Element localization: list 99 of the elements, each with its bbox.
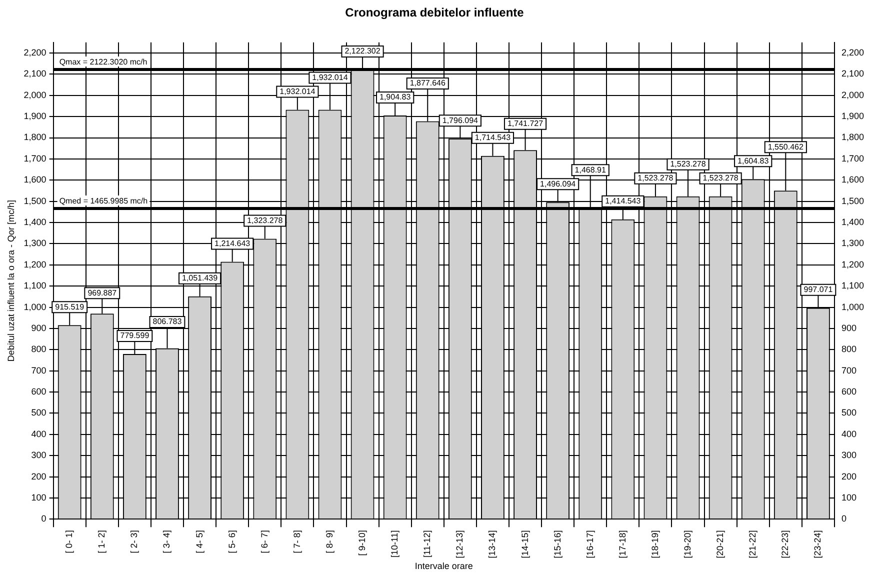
y-tick-label: 1,500 xyxy=(24,196,46,206)
y-tick-label: 1,700 xyxy=(24,153,46,164)
data-label: 915.519 xyxy=(55,302,85,312)
y2-tick-label: 1,300 xyxy=(841,238,864,248)
x-tick-label: [11-12] xyxy=(422,530,432,558)
x-tick-label: [12-13] xyxy=(454,530,465,558)
y-tick-label: 500 xyxy=(31,408,46,418)
y2-tick-label: 1,900 xyxy=(841,111,864,122)
y-tick-label: 1,000 xyxy=(24,302,46,312)
y-tick-label: 2,000 xyxy=(24,90,46,100)
data-label: 1,051.439 xyxy=(182,274,218,283)
y2-tick-label: 800 xyxy=(841,344,857,354)
y2-tick-label: 1,700 xyxy=(841,153,864,164)
data-label: 1,796.094 xyxy=(442,116,479,125)
x-tick-label: [23-24] xyxy=(812,530,823,558)
data-label: 1,523.278 xyxy=(702,174,739,183)
y-tick-label: 600 xyxy=(31,386,46,397)
y-axis-title: Debitul uzat influent la o ora - Qor [mc/h] xyxy=(6,200,16,362)
data-label: 1,741.727 xyxy=(507,119,544,128)
y-tick-label: 100 xyxy=(31,492,46,502)
data-label: 1,604.83 xyxy=(738,156,770,166)
y2-tick-label: 500 xyxy=(841,408,857,418)
y-tick-label: 300 xyxy=(31,450,46,460)
y2-tick-label: 2,100 xyxy=(841,68,864,79)
x-tick-label: [19-20] xyxy=(682,530,692,558)
y2-tick-label: 1,100 xyxy=(841,280,864,291)
data-label: 1,214.643 xyxy=(214,239,251,248)
y2-tick-label: 600 xyxy=(841,386,857,397)
x-tick-label: [10-11] xyxy=(390,530,400,558)
x-tick-label: [20-21] xyxy=(715,530,726,558)
x-tick-label: [ 7- 8] xyxy=(292,530,302,554)
y-tick-label: 700 xyxy=(31,365,46,376)
x-tick-label: [ 1- 2] xyxy=(96,530,107,554)
y2-tick-label: 2,200 xyxy=(841,47,864,58)
y2-tick-label: 200 xyxy=(841,471,857,482)
y2-tick-label: 400 xyxy=(841,428,857,439)
x-tick-label: [15-16] xyxy=(552,530,562,558)
y2-tick-label: 1,500 xyxy=(841,196,864,206)
y2-tick-label: 1,800 xyxy=(841,132,864,142)
data-label: 2,122.302 xyxy=(344,46,381,56)
y-tick-label: 1,600 xyxy=(24,174,46,185)
y2-tick-label: 2,000 xyxy=(841,90,864,100)
y2-tick-label: 900 xyxy=(841,322,857,333)
y2-tick-label: 1,000 xyxy=(841,302,864,312)
x-tick-label: [ 0- 1] xyxy=(64,530,74,554)
data-label: 969.887 xyxy=(88,288,118,298)
data-label: 1,523.278 xyxy=(638,174,674,183)
x-tick-label: [16-17] xyxy=(584,530,595,558)
y2-tick-label: 100 xyxy=(841,492,857,502)
data-label: 1,877.646 xyxy=(410,78,446,88)
y-tick-label: 1,200 xyxy=(24,259,46,270)
y-tick-label: 1,300 xyxy=(24,238,46,248)
data-label: 1,714.543 xyxy=(474,133,512,142)
x-tick-label: [ 6- 7] xyxy=(259,530,270,554)
data-label: 1,523.278 xyxy=(670,160,706,169)
y2-tick-label: 700 xyxy=(841,365,857,376)
y2-tick-label: 0 xyxy=(841,514,846,524)
data-label: 806.783 xyxy=(152,317,182,326)
data-label: 997.071 xyxy=(804,285,834,294)
data-label: 1,468.91 xyxy=(574,165,606,174)
y-tick-label: 1,100 xyxy=(24,280,46,291)
x-tick-label: [ 3- 4] xyxy=(162,530,172,554)
x-tick-label: [ 8- 9] xyxy=(324,530,334,554)
data-label: 1,323.278 xyxy=(247,216,284,225)
y-tick-label: 200 xyxy=(31,471,46,482)
y-tick-label: 1,800 xyxy=(24,132,46,142)
data-label: 1,932.014 xyxy=(312,72,348,82)
data-label: 1,496.094 xyxy=(540,179,576,188)
y-tick-label: 900 xyxy=(31,322,46,333)
chart-title: Cronograma debitelor influente xyxy=(345,6,524,20)
x-tick-label: [ 2- 3] xyxy=(129,530,140,554)
y-tick-label: 1,400 xyxy=(24,217,46,227)
x-tick-label: [14-15] xyxy=(520,530,530,558)
x-tick-label: [ 9-10] xyxy=(357,530,368,556)
ref-line-label: Qmax = 2122.3020 mc/h xyxy=(59,58,148,67)
y-tick-label: 0 xyxy=(41,514,46,524)
x-axis-title: Intervale orare xyxy=(414,561,473,572)
data-label: 1,550.462 xyxy=(768,142,804,152)
y-tick-label: 2,200 xyxy=(24,47,46,58)
x-tick-label: [22-23] xyxy=(780,530,790,558)
y2-tick-label: 300 xyxy=(841,450,857,460)
data-label: 1,904.83 xyxy=(380,92,412,102)
y-tick-label: 1,900 xyxy=(24,111,46,122)
x-tick-label: [21-22] xyxy=(748,530,758,558)
y2-tick-label: 1,200 xyxy=(841,259,864,270)
data-label: 779.599 xyxy=(120,331,150,340)
y2-tick-label: 1,400 xyxy=(841,217,864,227)
y2-tick-label: 1,600 xyxy=(841,174,864,185)
x-tick-label: [17-18] xyxy=(617,530,628,558)
data-label: 1,414.543 xyxy=(605,196,642,206)
ref-line-label: Qmed = 1465.9985 mc/h xyxy=(59,196,148,206)
data-label: 1,932.014 xyxy=(280,86,316,96)
y-tick-label: 400 xyxy=(31,428,46,439)
x-tick-label: [18-19] xyxy=(650,530,660,558)
x-tick-label: [13-14] xyxy=(487,530,498,558)
y-tick-label: 800 xyxy=(31,344,46,354)
x-tick-label: [ 4- 5] xyxy=(194,530,204,554)
y-tick-label: 2,100 xyxy=(24,68,46,79)
x-tick-label: [ 5- 6] xyxy=(226,530,237,554)
